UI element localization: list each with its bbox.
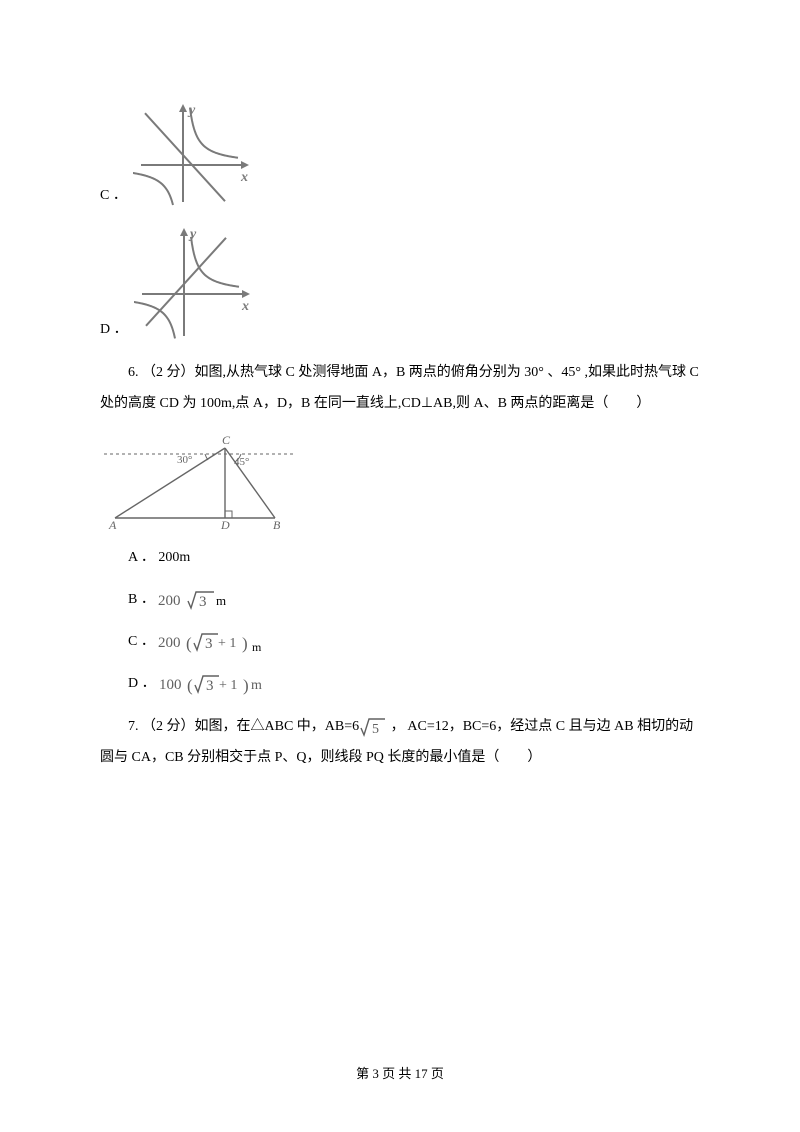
q6-a-text: 200m — [158, 550, 190, 565]
svg-text:D: D — [220, 518, 230, 530]
q6-c-letter: C ． — [128, 634, 155, 649]
svg-text:C: C — [222, 433, 231, 447]
svg-text:x: x — [241, 299, 249, 314]
svg-text:x: x — [240, 170, 248, 185]
svg-text:45°: 45° — [234, 456, 249, 468]
q6-d-math: 100 ( 3 + 1 ) m — [159, 670, 274, 698]
q6-b-letter: B ． — [128, 592, 155, 607]
page-footer: 第 3 页 共 17 页 — [0, 1063, 800, 1082]
q6-option-c: C ． 200 ( 3 + 1 ) m — [100, 628, 700, 656]
svg-text:m: m — [251, 678, 262, 693]
svg-text:): ) — [243, 676, 249, 695]
svg-text:): ) — [242, 634, 248, 653]
option-d-letter: D ． — [100, 316, 128, 344]
q6-a-letter: A ． — [128, 550, 155, 565]
q6-option-b: B ． 200 3 m — [100, 586, 700, 614]
svg-text:5: 5 — [372, 722, 379, 737]
q7-sqrt: 5 — [359, 716, 387, 738]
q6-diagram: A B C D 30° 45° — [100, 430, 300, 530]
svg-text:200: 200 — [158, 593, 181, 609]
svg-text:+ 1: + 1 — [219, 678, 237, 693]
svg-text:m: m — [252, 640, 262, 654]
svg-text:B: B — [273, 518, 281, 530]
svg-text:200: 200 — [158, 635, 181, 651]
option-c-graph: yx — [133, 100, 253, 210]
option-d-graph: yx — [134, 224, 254, 344]
q6-c-math: 200 ( 3 + 1 ) m — [158, 628, 268, 656]
svg-text:100: 100 — [159, 677, 182, 693]
q6-diagram-container: A B C D 30° 45° — [100, 430, 700, 530]
q6-option-d: D ． 100 ( 3 + 1 ) m — [100, 670, 700, 698]
svg-text:(: ( — [186, 634, 192, 653]
q5-option-c: C ． yx — [100, 100, 700, 210]
svg-text:+ 1: + 1 — [218, 636, 236, 651]
q6-text: 6. （2 分）如图,从热气球 C 处测得地面 A，B 两点的俯角分别为 30°… — [100, 358, 700, 420]
svg-text:(: ( — [187, 676, 193, 695]
svg-text:3: 3 — [206, 678, 214, 694]
svg-text:A: A — [108, 518, 117, 530]
svg-text:3: 3 — [205, 636, 213, 652]
q6-option-a: A ． 200m — [100, 544, 700, 572]
option-c-letter: C ． — [100, 182, 127, 210]
svg-text:3: 3 — [199, 594, 207, 610]
svg-text:30°: 30° — [177, 454, 192, 466]
q6-d-letter: D ． — [128, 676, 156, 691]
q5-option-d: D ． yx — [100, 224, 700, 344]
q7-pre: 7. （2 分）如图，在△ABC 中，AB=6 — [128, 719, 359, 734]
q6-b-math: 200 3 m — [158, 586, 228, 612]
svg-text:m: m — [216, 593, 226, 608]
page-content: C ． yx D ． yx 6. （2 分）如图,从热气球 C 处测得地面 A，… — [0, 0, 800, 774]
svg-text:y: y — [188, 227, 197, 242]
q7-text: 7. （2 分）如图，在△ABC 中，AB=6 5 ， AC=12，BC=6，经… — [100, 712, 700, 774]
